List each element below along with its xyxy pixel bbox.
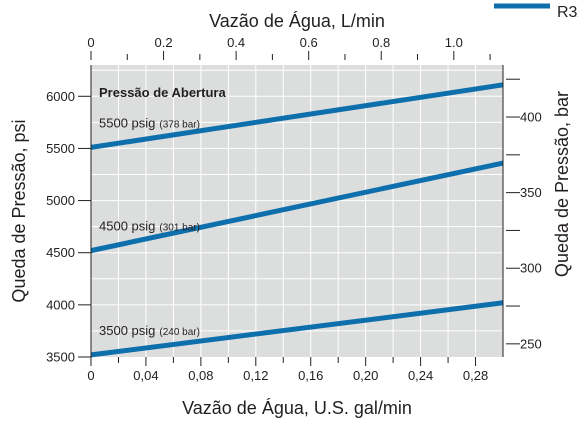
x-top-axis-title: Vazão de Água, L/min — [209, 11, 385, 31]
x-bottom-tick-label: 0 — [87, 368, 94, 383]
series-labels: 5500 psig (378 bar) 4500 psig (301 bar) 3500… — [99, 115, 200, 338]
y-right-tick-label: 250 — [520, 336, 542, 351]
series-lines — [90, 82, 504, 358]
series-label: 3500 psig (240 bar) — [99, 323, 200, 338]
x-bottom-tick-label: 0,04 — [133, 368, 158, 383]
y-left-tick-label: 3500 — [46, 350, 75, 365]
y-right-tick-label: 400 — [520, 110, 542, 125]
x-bottom-tick-label: 0,28 — [463, 368, 488, 383]
x-bottom-tick-label: 0,16 — [298, 368, 323, 383]
series-label: 4500 psig (301 bar) — [99, 219, 200, 234]
x-bottom-tick-label: 0,08 — [188, 368, 213, 383]
series-label-bar: (240 bar) — [159, 327, 200, 338]
axes: 0 0,04 0,08 0,12 0,16 0,20 0,24 0,28 0 0.2 0.4 0.6 0… — [46, 35, 542, 383]
y-left-tick-label: 4000 — [46, 297, 75, 312]
legend-label: R3A — [557, 4, 578, 21]
x-top-tick-label: 0.2 — [155, 35, 173, 50]
series-line — [90, 300, 504, 358]
series-label-bar: (378 bar) — [159, 119, 200, 130]
y-right-axis-title: Queda de Pressão, bar — [552, 91, 572, 277]
x-bottom-axis-title: Vazão de Água, U.S. gal/min — [182, 398, 412, 418]
series-label-bar: (301 bar) — [159, 223, 200, 234]
x-top-tick-label: 1.0 — [445, 35, 463, 50]
x-top-tick-label: 0.6 — [300, 35, 318, 50]
x-bottom-tick-label: 0,24 — [408, 368, 433, 383]
x-bottom-tick-label: 0,12 — [243, 368, 268, 383]
y-right-tick-label: 300 — [520, 261, 542, 276]
x-top-tick-label: 0 — [87, 35, 94, 50]
series-label-psi: 5500 psig — [99, 115, 155, 130]
y-left-tick-label: 5000 — [46, 193, 75, 208]
y-left-axis-title: Queda de Pressão, psi — [9, 119, 29, 302]
series-line — [90, 160, 504, 254]
y-left-tick-label: 5500 — [46, 141, 75, 156]
x-top-tick-label: 0.4 — [227, 35, 245, 50]
plot-area — [91, 65, 503, 357]
y-right-tick-label: 350 — [520, 185, 542, 200]
y-left-tick-label: 6000 — [46, 89, 75, 104]
x-top-tick-label: 0.8 — [372, 35, 390, 50]
series-label-psi: 4500 psig — [99, 219, 155, 234]
series-line — [90, 82, 504, 150]
series-label-psi: 3500 psig — [99, 323, 155, 338]
x-bottom-tick-label: 0,20 — [353, 368, 378, 383]
series-heading: Pressão de Abertura — [99, 85, 226, 100]
y-left-tick-label: 4500 — [46, 245, 75, 260]
series-label: 5500 psig (378 bar) — [99, 115, 200, 130]
